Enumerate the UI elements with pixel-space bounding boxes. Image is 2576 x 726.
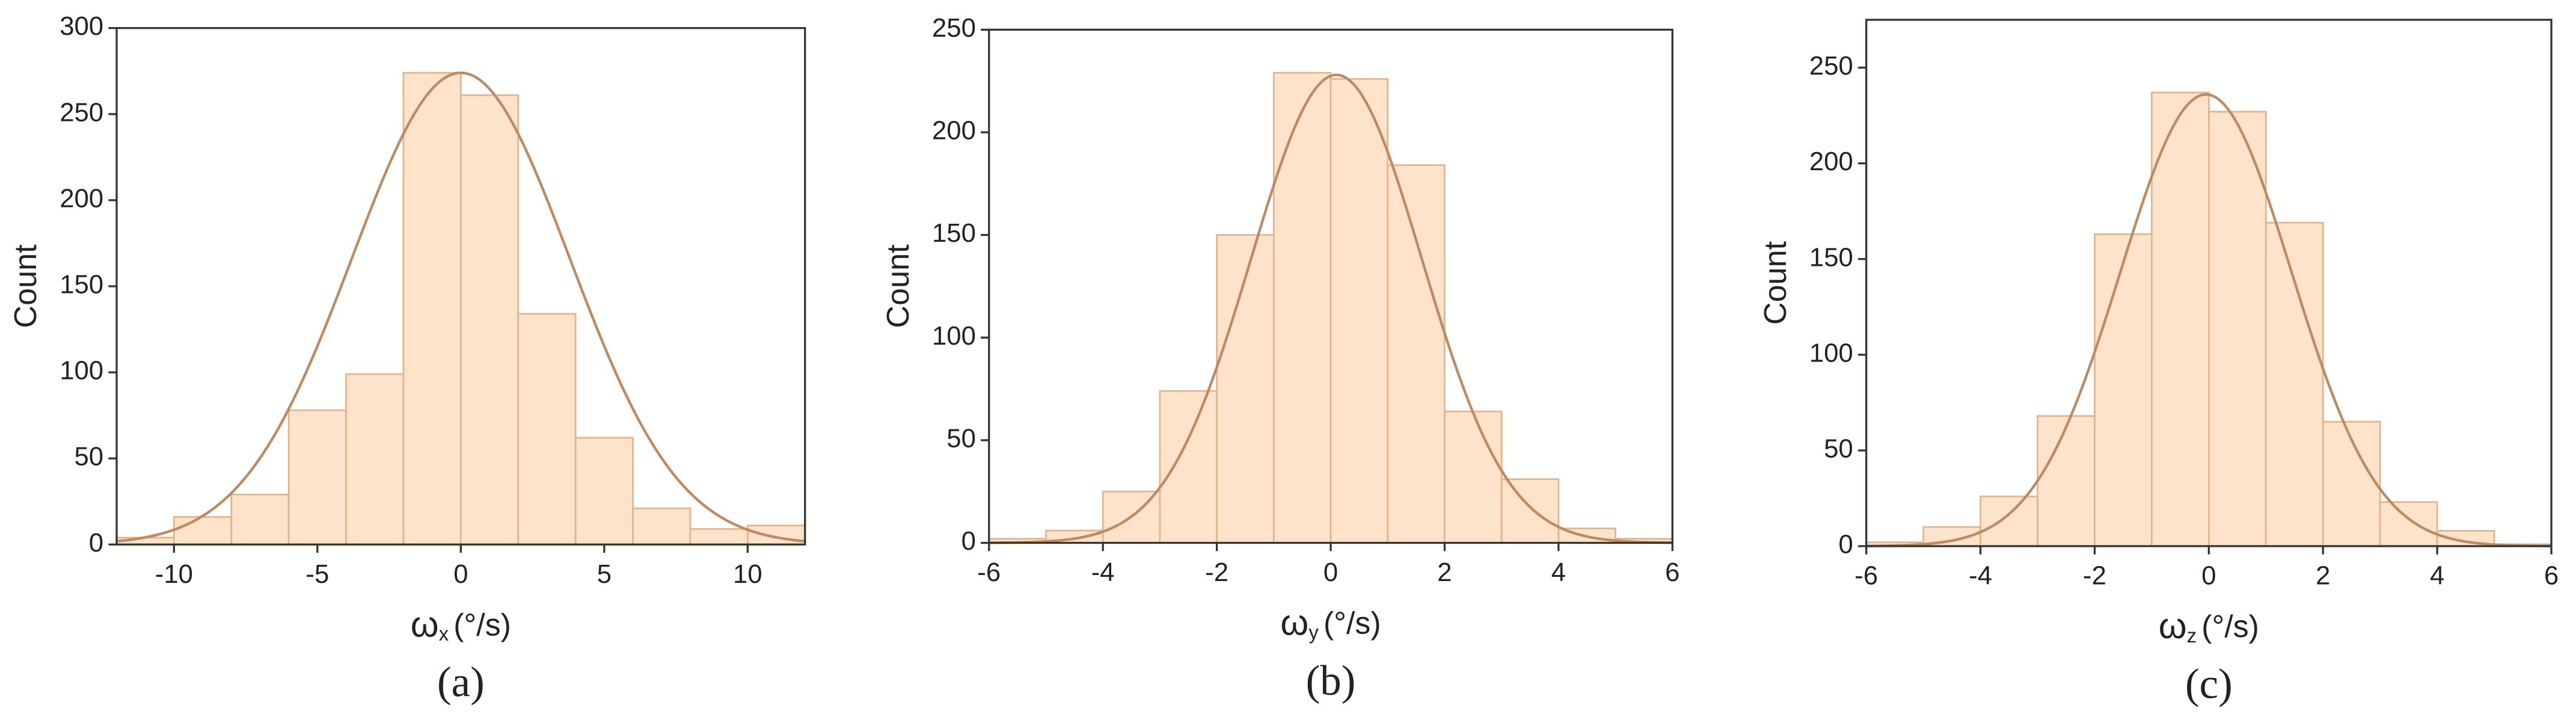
x-tick-label: 4 <box>2430 561 2444 591</box>
bar <box>574 437 634 546</box>
x-axis-subscript: x <box>439 623 449 645</box>
x-axis-title: ωz (°/s) <box>2159 605 2259 647</box>
y-tick-label: 200 <box>932 116 976 146</box>
y-tick-label: 250 <box>1809 51 1853 81</box>
y-axis-title: Count <box>881 244 916 328</box>
panel: 0 50 100 150 200 250 -6 -4 -2 0 2 4 6 Count ωz (°/s) (c) <box>1758 19 2559 707</box>
bar <box>689 528 749 546</box>
caption: (a) <box>437 659 485 706</box>
bar <box>2208 111 2267 547</box>
y-tick-label: 150 <box>932 218 976 248</box>
bar <box>287 409 347 546</box>
fit-curve <box>116 71 805 543</box>
bar <box>2379 501 2438 547</box>
x-tick-label: 6 <box>1665 558 1679 587</box>
y-tick-label: 150 <box>1809 242 1853 272</box>
y-tick-label: 250 <box>60 97 103 127</box>
y-tick-label: 150 <box>60 269 103 299</box>
y-axis-title: Count <box>1758 241 1793 325</box>
x-axis-unit: (°/s) <box>453 608 511 642</box>
x-tick-label: 4 <box>1551 558 1566 587</box>
x-axis-symbol: ω <box>1280 601 1308 642</box>
y-tick-label: 300 <box>60 11 103 41</box>
bar <box>1329 78 1389 544</box>
bar <box>2265 221 2324 547</box>
x-tick-label: -6 <box>977 558 1001 587</box>
bar <box>402 72 462 546</box>
y-tick-label: 100 <box>932 321 976 351</box>
bar <box>1444 410 1503 544</box>
bar <box>2151 91 2210 547</box>
bar <box>517 313 577 546</box>
x-tick-label: -4 <box>1091 558 1115 587</box>
bar <box>173 516 233 546</box>
x-axis-symbol: ω <box>2159 605 2187 646</box>
bar <box>632 507 692 546</box>
bar <box>1272 72 1332 544</box>
bar <box>1159 390 1218 544</box>
x-tick-label: 0 <box>453 559 468 589</box>
fit-curve <box>989 73 1673 544</box>
caption: (c) <box>2185 660 2233 707</box>
x-tick-label: 2 <box>2316 561 2330 591</box>
bar <box>1387 164 1446 544</box>
x-axis-subscript: y <box>1308 621 1319 643</box>
x-tick-label: 10 <box>733 559 762 589</box>
y-tick-label: 100 <box>1809 338 1853 368</box>
bar <box>2094 233 2153 547</box>
x-axis-symbol: ω <box>411 603 439 644</box>
x-tick-label: -2 <box>2083 561 2106 591</box>
y-tick-label: 0 <box>1839 530 1853 559</box>
bar <box>1980 495 2038 547</box>
y-tick-label: 200 <box>1809 147 1853 176</box>
y-tick-label: 50 <box>1824 434 1853 463</box>
x-tick-label: -4 <box>1969 561 1992 591</box>
x-tick-label: 6 <box>2544 561 2559 591</box>
bar <box>1500 478 1560 544</box>
x-tick-label: 0 <box>1323 558 1338 587</box>
x-tick-label: -2 <box>1205 558 1228 587</box>
x-axis-title: ωx (°/s) <box>411 603 511 645</box>
x-axis-unit: (°/s) <box>1323 606 1381 641</box>
caption: (b) <box>1306 657 1356 704</box>
x-axis-title: ωy (°/s) <box>1280 601 1381 643</box>
x-tick-label: -6 <box>1854 561 1878 591</box>
x-tick-label: -5 <box>305 559 329 589</box>
y-tick-label: 50 <box>75 442 104 472</box>
x-axis-subscript: z <box>2187 624 2197 646</box>
y-axis-title: Count <box>8 244 43 328</box>
y-tick-label: 0 <box>961 526 976 556</box>
x-tick-label: -10 <box>155 559 193 589</box>
x-tick-label: 2 <box>1437 558 1452 587</box>
bar <box>2037 415 2096 547</box>
x-tick-label: 0 <box>2201 561 2216 591</box>
panel: 0 50 100 150 200 250 -6 -4 -2 0 2 4 6 Count ωy (°/s) (b) <box>881 13 1679 704</box>
y-tick-label: 200 <box>60 183 103 213</box>
x-axis-unit: (°/s) <box>2201 609 2259 644</box>
bar <box>230 493 290 546</box>
y-tick-label: 100 <box>60 356 103 386</box>
y-tick-label: 50 <box>946 423 976 453</box>
fit-curve <box>1866 93 2552 547</box>
bar <box>460 94 520 546</box>
y-tick-label: 0 <box>89 528 103 558</box>
bar <box>345 373 405 546</box>
x-tick-label: 5 <box>597 559 612 589</box>
y-tick-label: 250 <box>932 13 976 43</box>
